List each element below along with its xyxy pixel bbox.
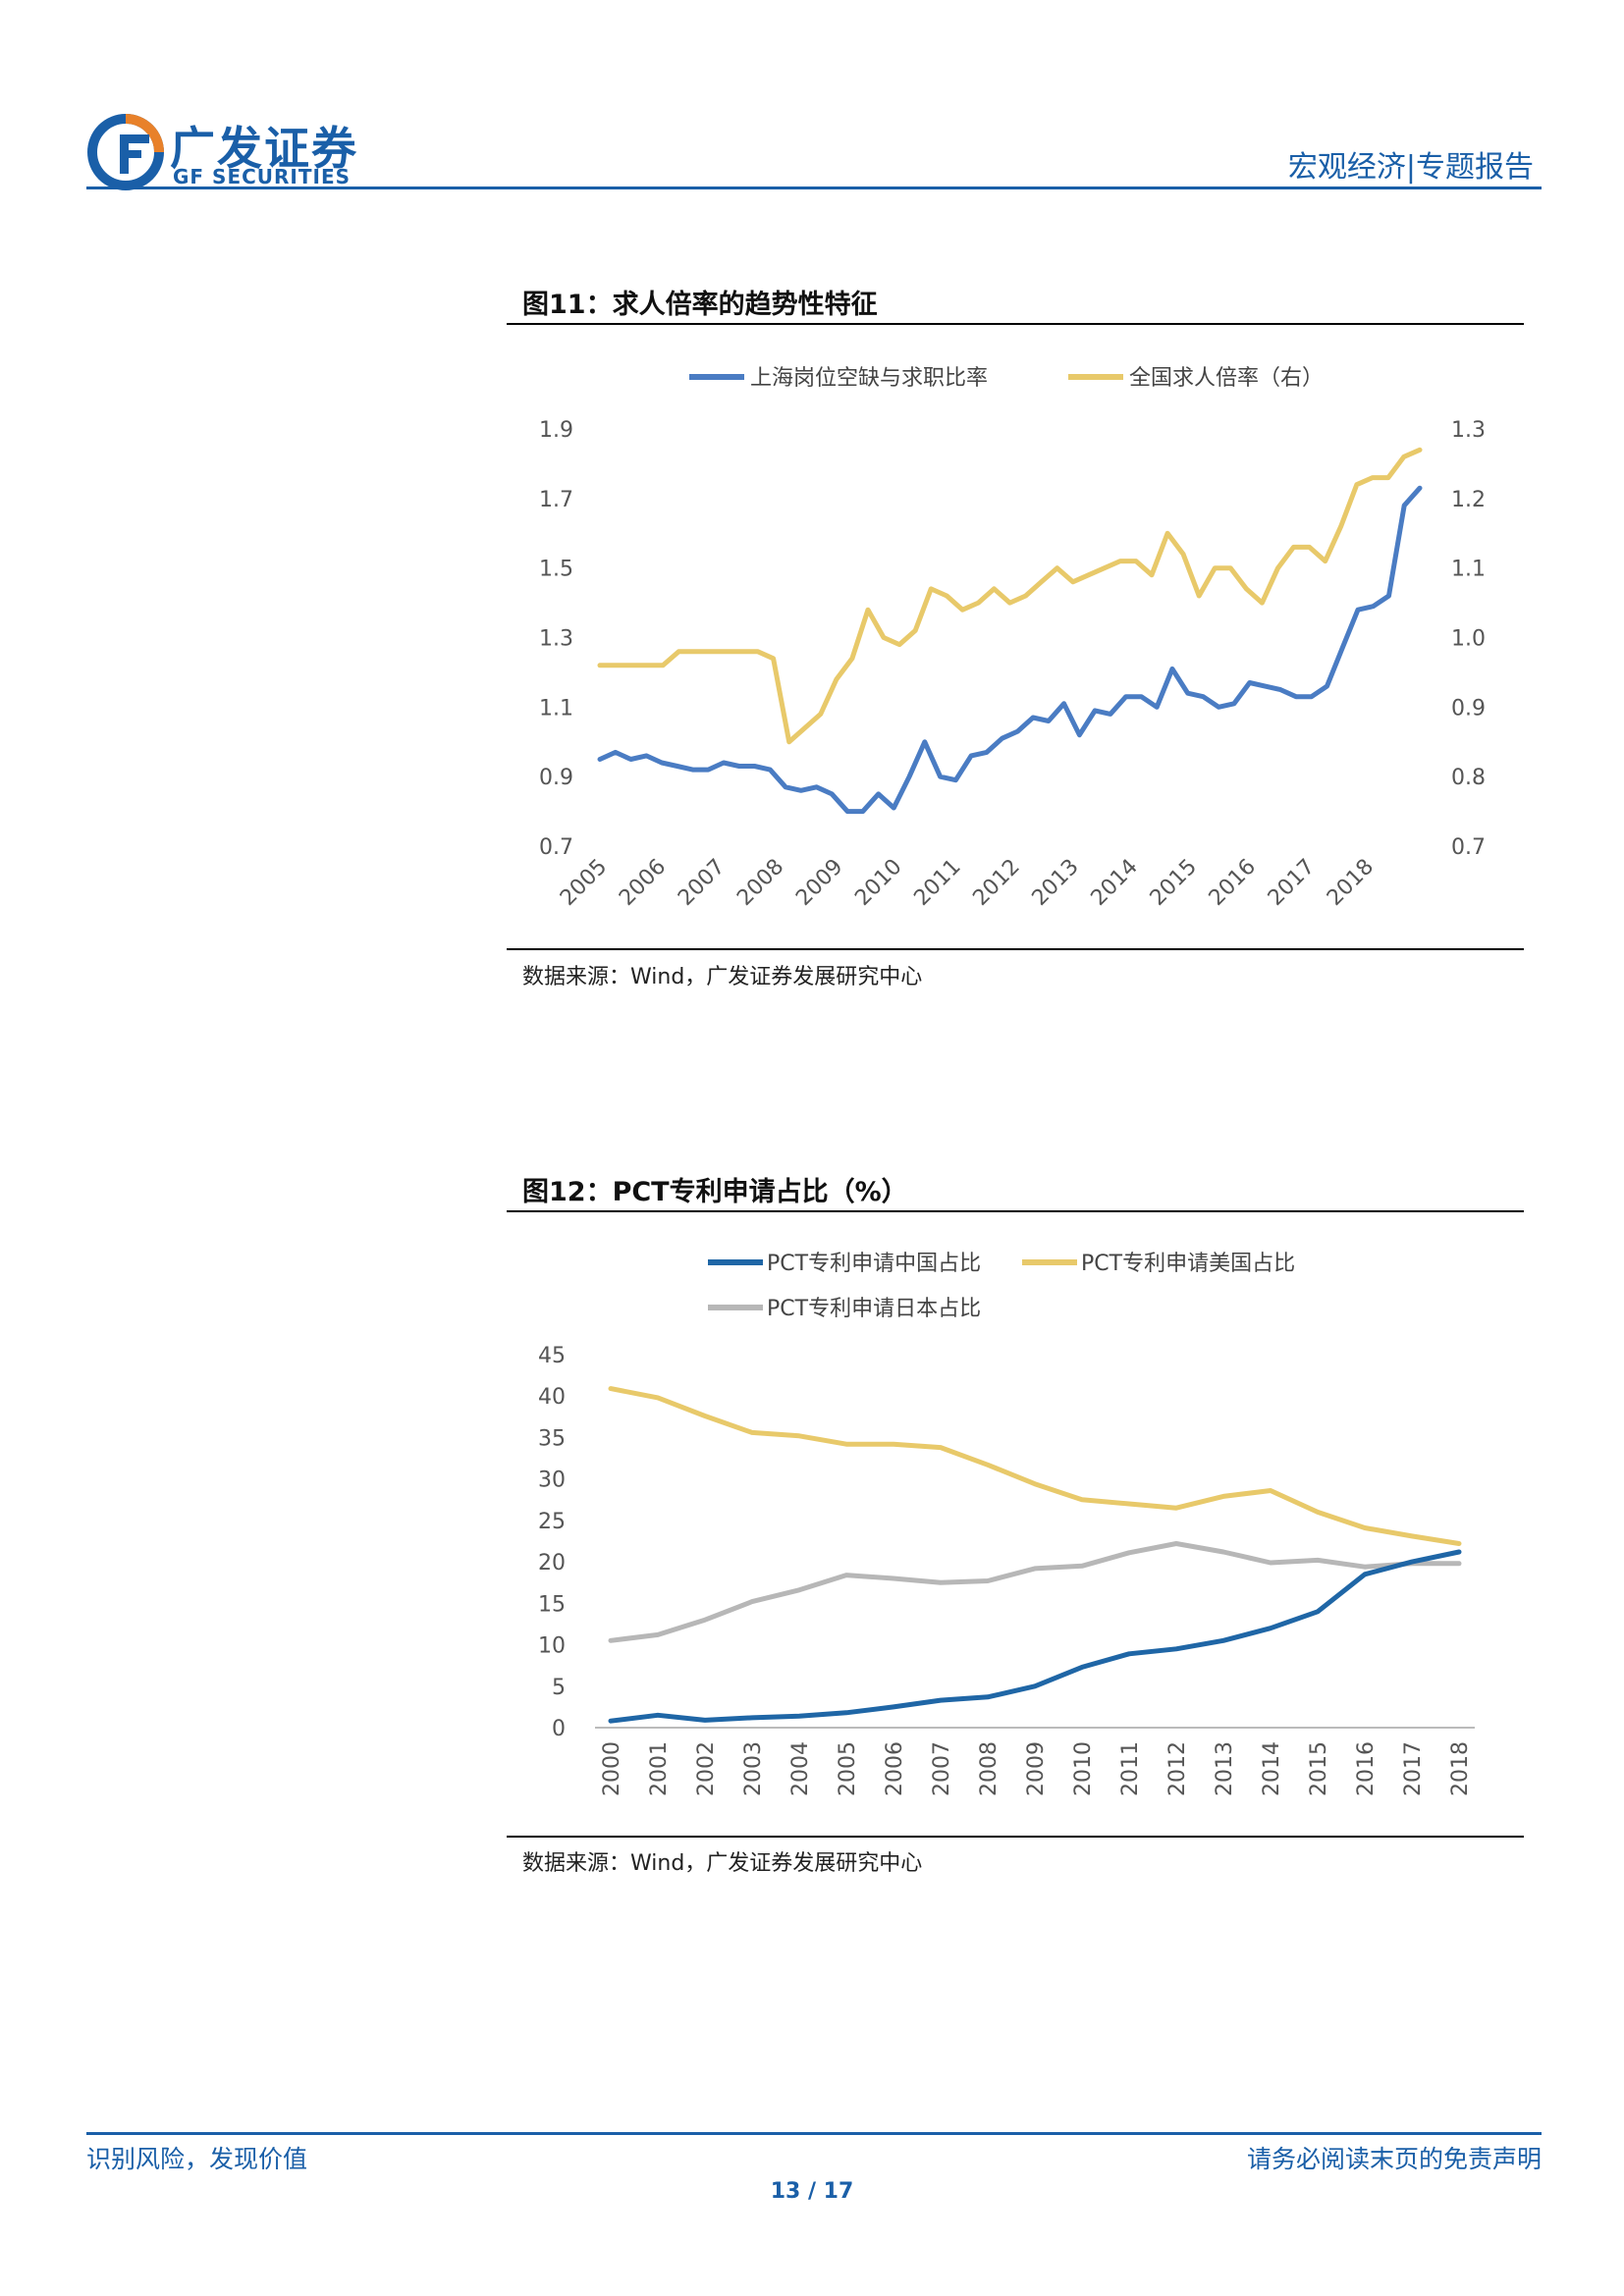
- footer-slogan: 识别风险，发现价值: [86, 2145, 308, 2173]
- y-tick: 35: [538, 1426, 566, 1451]
- series-line: [608, 1541, 1462, 1643]
- figure-11-source: 数据来源：Wind，广发证券发展研究中心: [522, 965, 923, 989]
- y-tick-left: 1.5: [539, 558, 573, 582]
- x-tick: 2009: [791, 855, 847, 911]
- logo-en: GF SECURITIES: [173, 165, 352, 188]
- legend-label: PCT专利申请中国占比: [767, 1252, 981, 1276]
- y-tick: 25: [538, 1510, 566, 1534]
- x-tick: 2008: [977, 1741, 1001, 1796]
- y-tick-left: 1.3: [539, 627, 573, 652]
- x-tick: 2006: [615, 855, 671, 911]
- y-tick-right: 0.9: [1451, 696, 1486, 721]
- x-tick: 2010: [1071, 1741, 1096, 1796]
- header-rule: [86, 187, 1542, 189]
- x-tick: 2015: [1307, 1741, 1331, 1796]
- x-tick: 2010: [850, 855, 906, 911]
- y-tick: 40: [538, 1385, 566, 1410]
- x-tick: 2001: [647, 1741, 672, 1796]
- x-tick: 2014: [1260, 1741, 1284, 1796]
- y-tick-right: 0.7: [1451, 835, 1486, 860]
- x-tick: 2011: [909, 855, 965, 911]
- y-tick-left: 1.1: [539, 696, 573, 721]
- x-tick: 2018: [1323, 855, 1379, 911]
- header-section: 宏观经济|专题报告: [1287, 150, 1534, 185]
- y-tick-left: 1.7: [539, 488, 573, 512]
- series-line: [608, 1386, 1462, 1546]
- y-tick: 30: [538, 1468, 566, 1493]
- logo: 广发证券 GF SECURITIES: [86, 113, 371, 191]
- x-tick: 2012: [968, 855, 1024, 911]
- footer-rule: [86, 2132, 1542, 2135]
- figure-12-source: 数据来源：Wind，广发证券发展研究中心: [522, 1851, 923, 1876]
- figure-11-top-rule: [507, 323, 1524, 325]
- legend-label: PCT专利申请美国占比: [1081, 1252, 1295, 1276]
- y-tick: 0: [552, 1717, 566, 1741]
- series-line: [597, 447, 1423, 745]
- y-tick-right: 1.2: [1451, 488, 1486, 512]
- x-tick: 2000: [600, 1741, 624, 1796]
- x-tick: 2014: [1087, 855, 1143, 911]
- logo-icon: [87, 114, 164, 190]
- x-tick: 2005: [836, 1741, 860, 1796]
- x-tick: 2007: [930, 1741, 954, 1796]
- x-tick: 2007: [674, 855, 730, 911]
- x-tick: 2013: [1213, 1741, 1237, 1796]
- chart-11: 上海岗位空缺与求职比率 全国求人倍率（右） 0.7 0.9 1.1 1.3 1.5 1.7 1.…: [539, 366, 1486, 911]
- y-tick: 20: [538, 1551, 566, 1575]
- legend-label: 全国求人倍率（右）: [1129, 366, 1324, 391]
- x-tick: 2015: [1146, 855, 1202, 911]
- y-tick: 5: [552, 1676, 566, 1700]
- series-line: [608, 1549, 1462, 1724]
- x-tick: 2016: [1354, 1741, 1379, 1796]
- x-tick: 2006: [883, 1741, 907, 1796]
- figure-11-bottom-rule: [507, 948, 1524, 950]
- x-tick: 2004: [788, 1741, 813, 1796]
- y-tick: 15: [538, 1592, 566, 1617]
- x-tick: 2003: [741, 1741, 766, 1796]
- x-tick: 2018: [1448, 1741, 1473, 1796]
- y-tick-right: 1.1: [1451, 558, 1486, 582]
- x-tick: 2013: [1028, 855, 1084, 911]
- figure-12-bottom-rule: [507, 1836, 1524, 1838]
- x-tick: 2017: [1264, 855, 1320, 911]
- figure-12-top-rule: [507, 1210, 1524, 1212]
- x-tick: 2002: [694, 1741, 719, 1796]
- x-tick: 2016: [1205, 855, 1261, 911]
- y-tick-right: 1.3: [1451, 418, 1486, 443]
- y-tick: 10: [538, 1634, 566, 1659]
- y-tick-right: 1.0: [1451, 627, 1486, 652]
- figure-11-title: 图11：求人倍率的趋势性特征: [522, 290, 878, 320]
- legend-label: PCT专利申请日本占比: [767, 1297, 981, 1321]
- y-tick-left: 0.7: [539, 835, 573, 860]
- figure-12-title: 图12：PCT专利申请占比（%）: [522, 1177, 908, 1207]
- series-line: [597, 485, 1423, 815]
- x-tick: 2005: [556, 855, 612, 911]
- page-number: 13 / 17: [770, 2179, 854, 2204]
- logo-cn: 广发证券: [170, 122, 358, 175]
- footer-disclaimer-link[interactable]: 请务必阅读末页的免责声明: [1246, 2145, 1542, 2173]
- chart-12: PCT专利申请中国占比 PCT专利申请美国占比 PCT专利申请日本占比 0 5 10 15 2…: [538, 1252, 1475, 1796]
- x-tick: 2017: [1401, 1741, 1426, 1796]
- y-tick-right: 0.8: [1451, 766, 1486, 790]
- legend-label: 上海岗位空缺与求职比率: [750, 366, 988, 391]
- y-tick-left: 1.9: [539, 418, 573, 443]
- x-tick: 2008: [732, 855, 788, 911]
- x-tick: 2009: [1024, 1741, 1049, 1796]
- x-tick: 2012: [1165, 1741, 1190, 1796]
- y-tick: 45: [538, 1344, 566, 1368]
- x-tick: 2011: [1118, 1741, 1143, 1796]
- y-tick-left: 0.9: [539, 766, 573, 790]
